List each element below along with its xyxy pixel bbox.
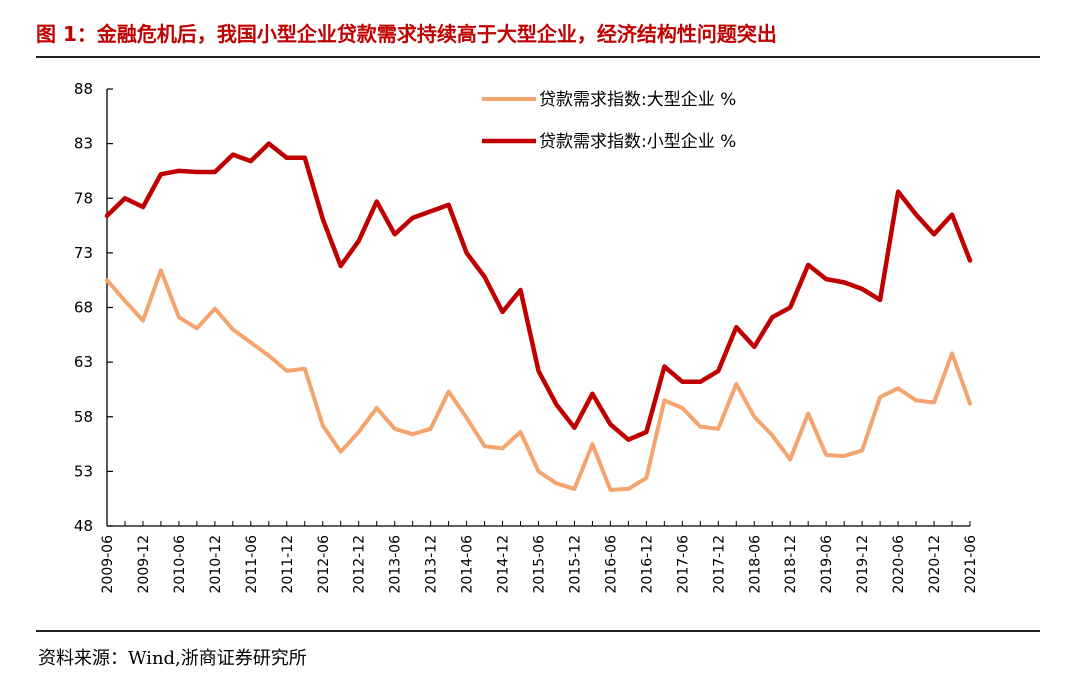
series-line-large-enterprise — [105, 268, 972, 492]
x-tick-label: 2009-12 — [136, 535, 152, 594]
y-tick-label: 83 — [74, 135, 93, 153]
chart-legend: 贷款需求指数:大型企业 % 贷款需求指数:小型企业 % — [482, 90, 736, 152]
legend-label-large: 贷款需求指数:大型企业 % — [539, 90, 736, 110]
source-note: 资料来源：Wind,浙商证券研究所 — [38, 648, 307, 669]
x-tick-label: 2016-06 — [603, 535, 619, 594]
x-tick-label: 2013-06 — [388, 535, 404, 594]
chart-series — [104, 141, 973, 492]
y-tick-label: 73 — [74, 244, 93, 262]
x-tick-label: 2012-12 — [352, 535, 368, 594]
x-tick-label: 2014-06 — [460, 535, 476, 594]
x-tick-label: 2015-06 — [532, 535, 548, 594]
x-tick-label: 2010-12 — [208, 535, 224, 594]
y-tick-label: 58 — [74, 408, 93, 426]
y-tick-label: 53 — [74, 462, 93, 480]
figure-title: 图 1：金融危机后，我国小型企业贷款需求持续高于大型企业，经济结构性问题突出 — [36, 22, 777, 46]
x-tick-label: 2018-12 — [783, 535, 799, 594]
series-line-small-enterprise — [104, 141, 973, 442]
x-tick-label: 2010-06 — [172, 535, 188, 594]
chart-axes: 48 53 58 63 68 73 78 83 88 2009-06 2009-12 2010-06 2… — [74, 80, 979, 594]
x-tick-label: 2020-12 — [927, 535, 943, 594]
x-tick-label: 2011-12 — [280, 535, 296, 594]
x-tick-label: 2020-06 — [891, 535, 907, 594]
y-tick-label: 88 — [74, 80, 93, 98]
y-tick-label: 78 — [74, 189, 93, 207]
x-tick-label: 2011-06 — [244, 535, 260, 594]
line-chart: 48 53 58 63 68 73 78 83 88 2009-06 2009-12 2010-06 2… — [74, 80, 979, 594]
x-tick-label: 2018-06 — [747, 535, 763, 594]
x-tick-label: 2017-06 — [675, 535, 691, 594]
y-tick-label: 48 — [74, 517, 93, 535]
x-tick-label: 2019-06 — [819, 535, 835, 594]
x-tick-label: 2016-12 — [639, 535, 655, 594]
legend-label-small: 贷款需求指数:小型企业 % — [539, 132, 736, 152]
x-tick-label: 2009-06 — [100, 535, 116, 594]
x-tick-label: 2019-12 — [855, 535, 871, 594]
x-tick-label: 2021-06 — [963, 535, 979, 594]
y-tick-label: 68 — [74, 299, 93, 317]
bottom-rule — [36, 630, 1040, 632]
x-tick-label: 2012-06 — [316, 535, 332, 594]
x-tick-label: 2017-12 — [711, 535, 727, 594]
x-tick-label: 2014-12 — [496, 535, 512, 594]
x-tick-label: 2015-12 — [567, 535, 583, 594]
top-rule — [36, 56, 1040, 58]
y-tick-label: 63 — [74, 353, 93, 371]
x-tick-label: 2013-12 — [424, 535, 440, 594]
